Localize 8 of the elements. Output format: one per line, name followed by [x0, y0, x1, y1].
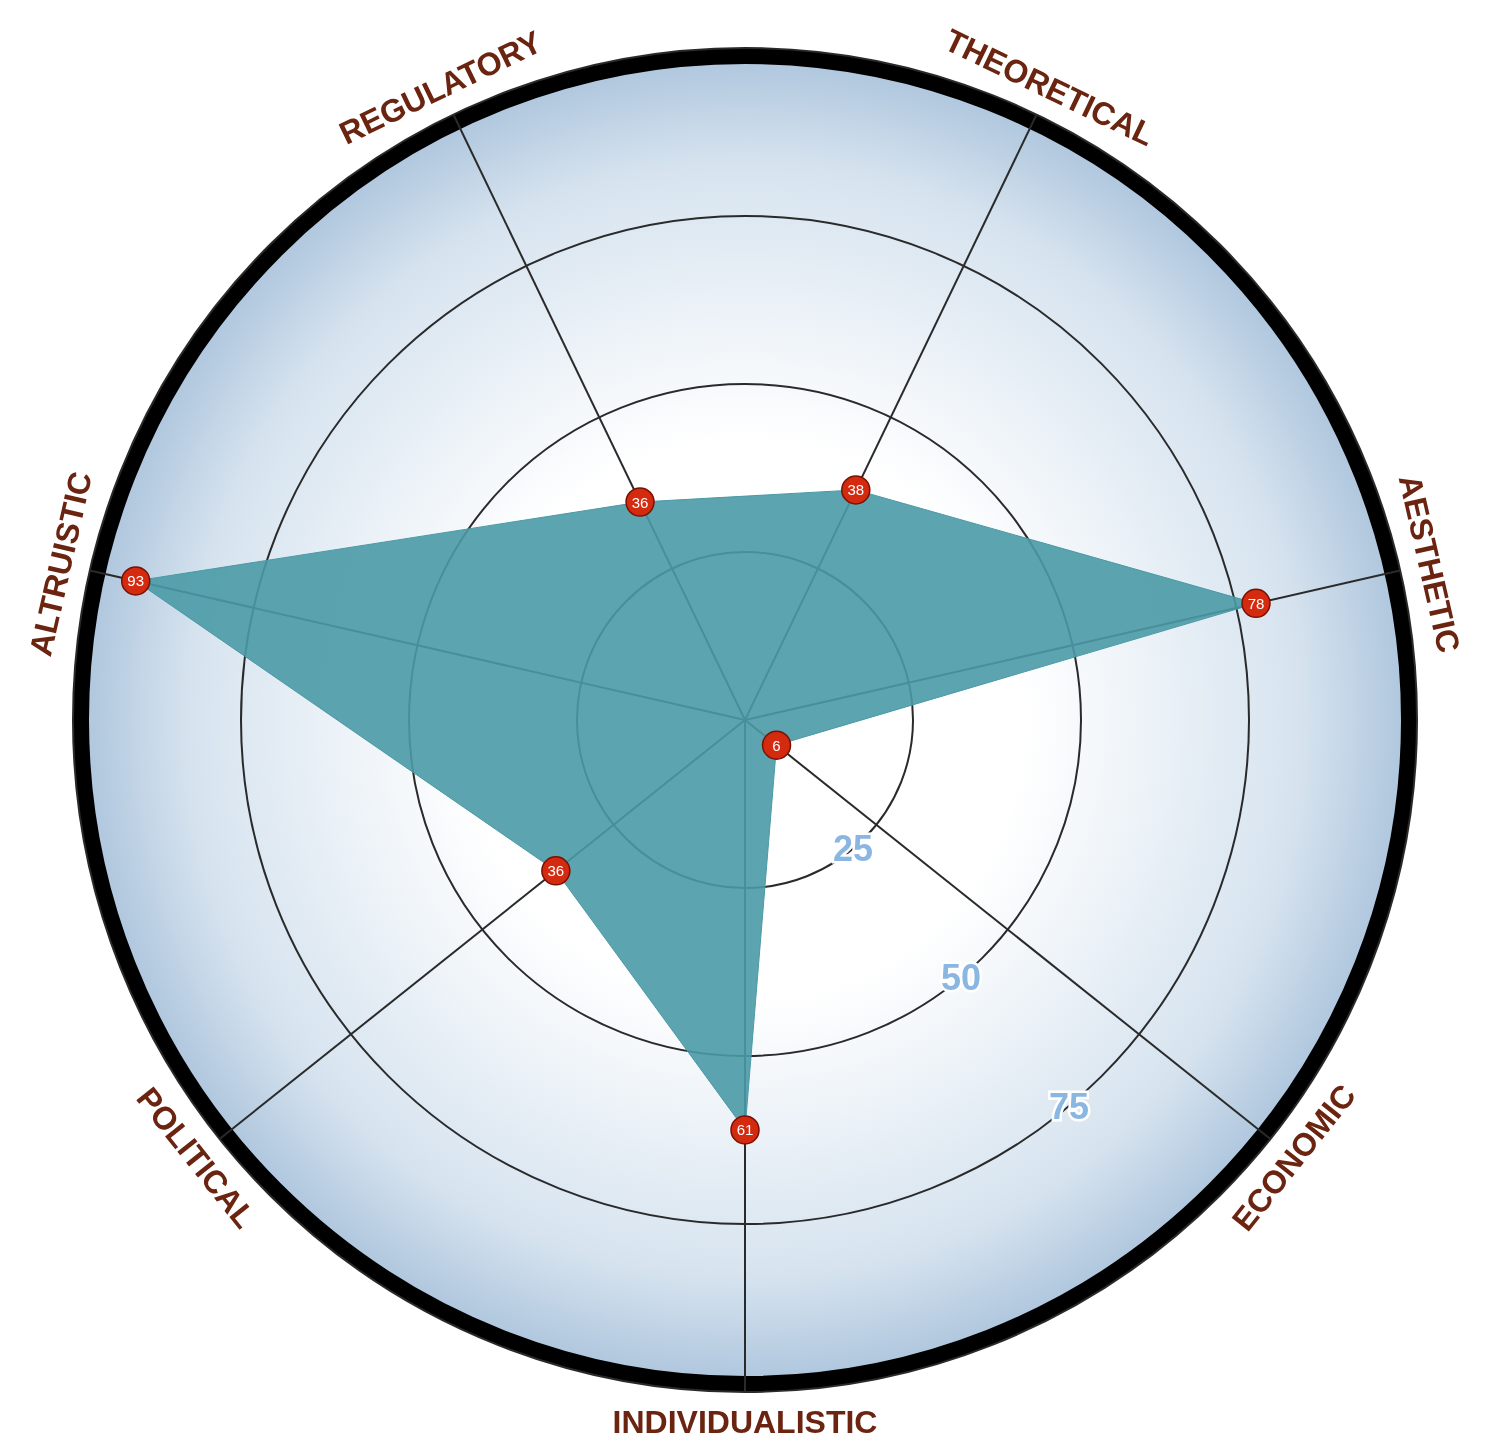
- data-label: 6: [772, 736, 781, 754]
- spoke-label: INDIVIDUALISTIC: [612, 1404, 878, 1440]
- data-label: 36: [547, 862, 565, 880]
- data-label: 61: [736, 1121, 754, 1139]
- data-label: 93: [127, 572, 145, 590]
- data-label: 78: [1247, 594, 1265, 612]
- data-label: 36: [631, 493, 649, 511]
- data-label: 38: [847, 481, 865, 499]
